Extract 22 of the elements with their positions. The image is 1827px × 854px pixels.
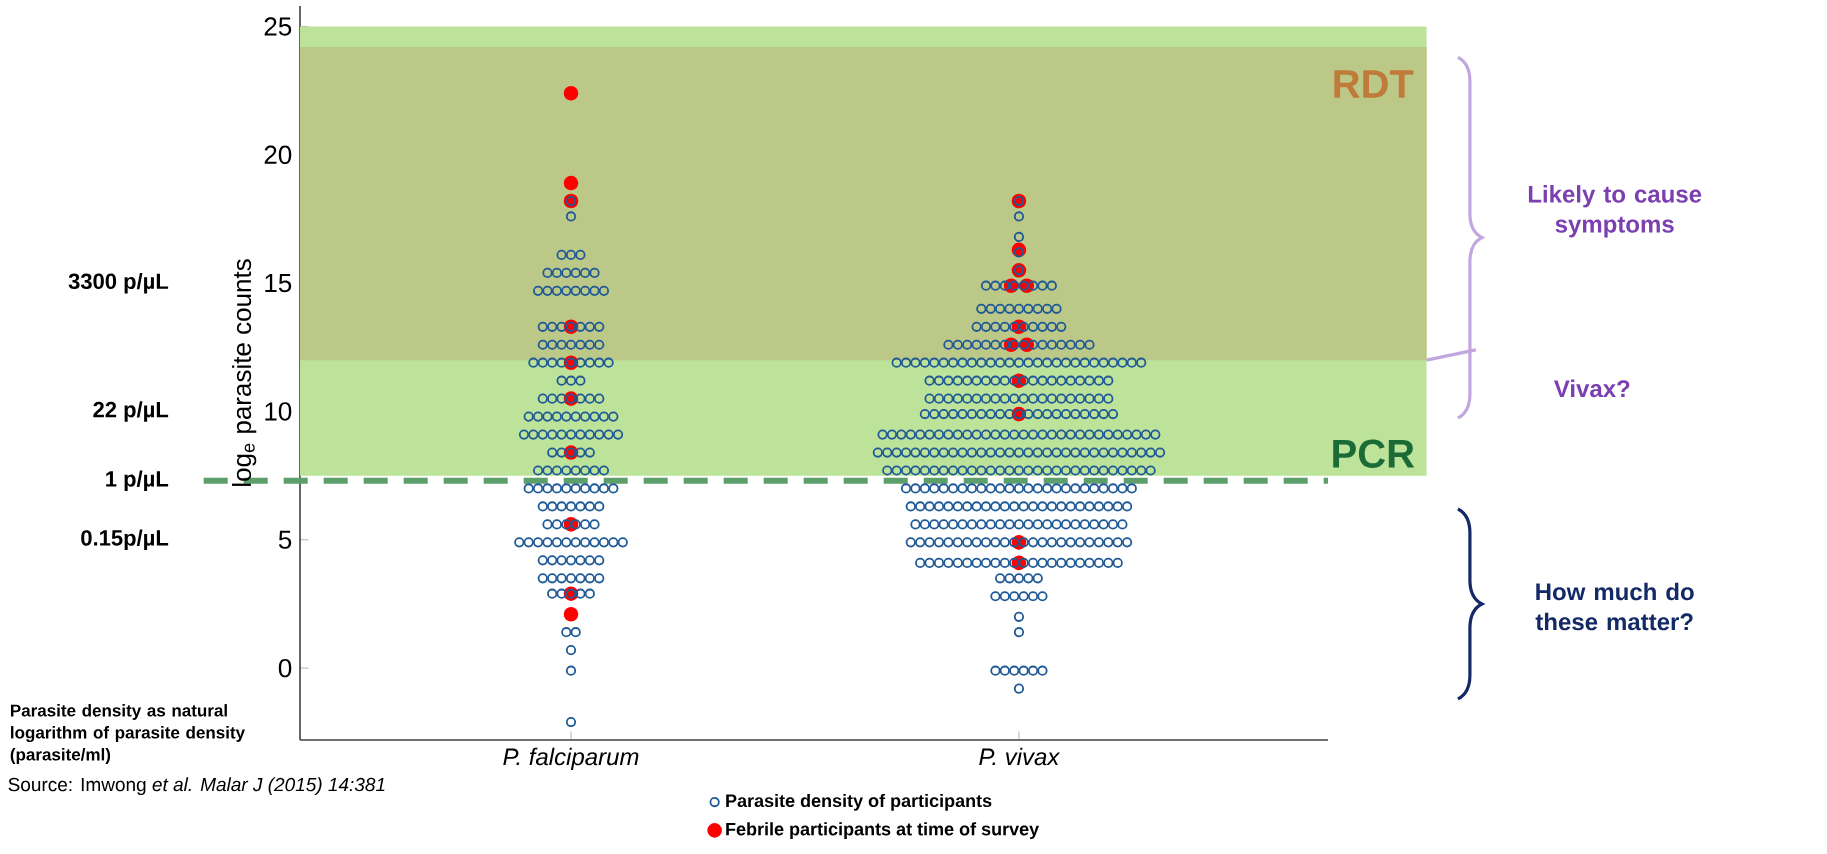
band-label: PCR — [1333, 439, 1415, 468]
text: How much do these matter? — [1535, 582, 1694, 631]
legend-label: Febrile participants at time of survey — [726, 822, 1040, 840]
x-tick-label: P. vivax — [979, 747, 1061, 766]
y-axis-title: log$_{e}$ parasite counts — [232, 259, 257, 486]
text: 0.15p/µL — [81, 529, 169, 551]
source-note: Source: Imwong et al. Malar J (2015) 14:381 — [8, 777, 385, 796]
y-tick-label: 25 — [264, 17, 292, 36]
text: 1 p/µL — [106, 470, 169, 492]
text: Likely to cause symptoms — [1528, 185, 1702, 238]
text: Vivax? — [1553, 379, 1630, 398]
y-tick-label: 20 — [264, 145, 292, 165]
text: Parasite density as natural logarithm of parasite density (parasite/ml) — [10, 704, 245, 764]
y-tick-label: 10 — [265, 402, 292, 421]
legend-label: Parasite density of participants — [726, 793, 992, 811]
text: 3300 p/µL — [68, 272, 169, 294]
y-tick-label: 15 — [265, 274, 292, 293]
band-label: RDT — [1334, 70, 1414, 98]
text: 22 p/µL — [93, 401, 169, 422]
y-tick-label: 0 — [278, 658, 292, 678]
x-tick-label: P. falciparum — [503, 747, 639, 771]
y-tick-label: 5 — [278, 530, 292, 549]
